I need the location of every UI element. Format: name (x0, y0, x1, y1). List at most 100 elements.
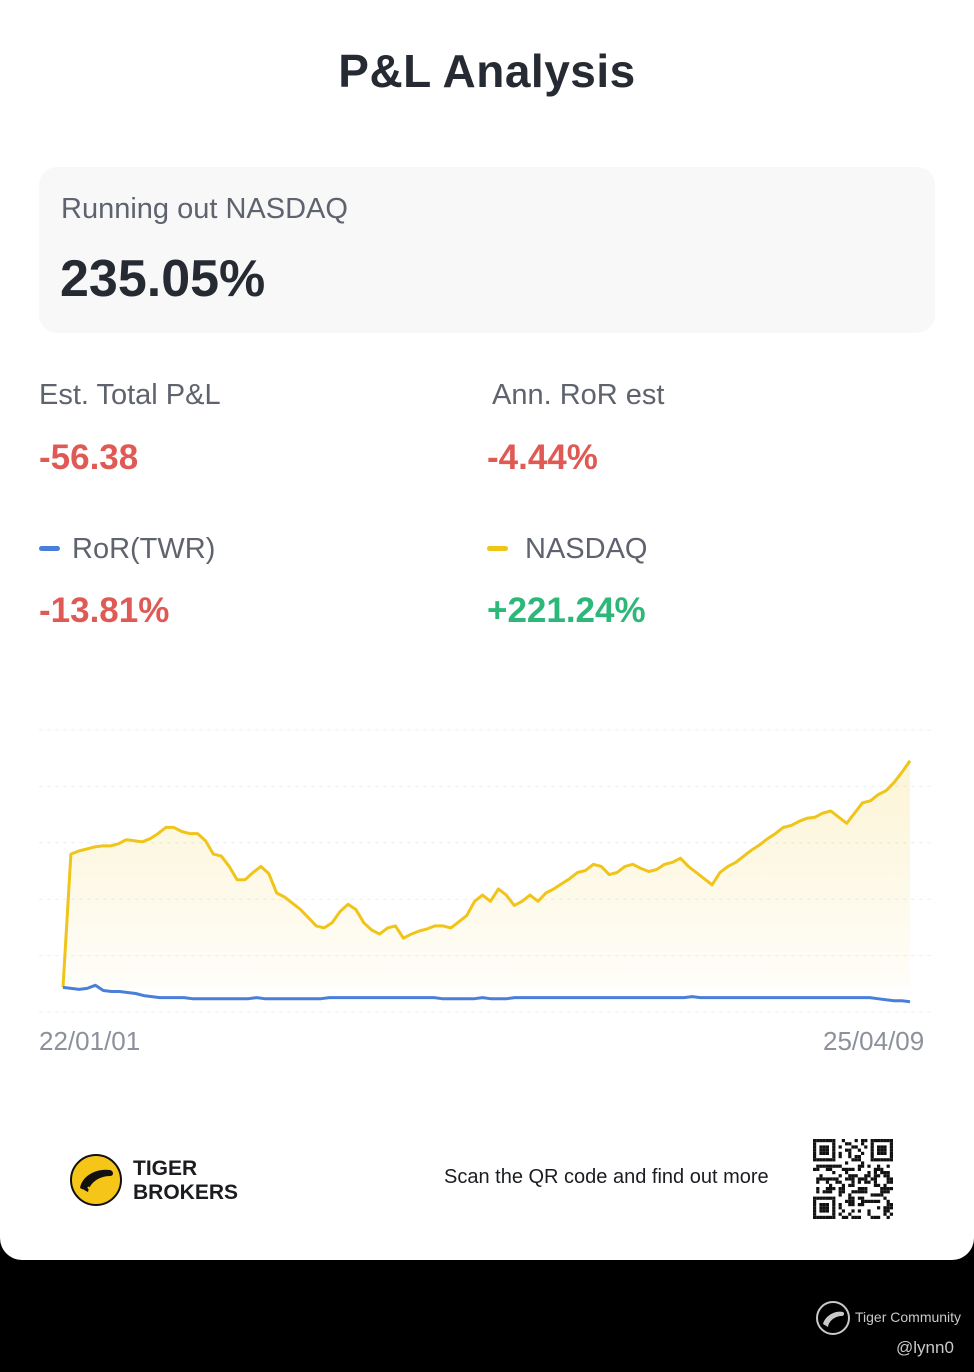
qr-module (857, 1187, 861, 1191)
qr-module (822, 1148, 826, 1152)
qr-module (861, 1196, 865, 1200)
qr-module (832, 1206, 836, 1210)
qr-module (825, 1209, 829, 1213)
qr-module (816, 1180, 820, 1184)
qr-module (877, 1174, 881, 1178)
qr-module (883, 1206, 887, 1210)
ann-ror-label: Ann. RoR est (492, 379, 665, 411)
pl-chart[interactable] (0, 700, 974, 1030)
qr-module (880, 1190, 884, 1194)
nasdaq-value: +221.24% (487, 591, 646, 630)
qr-module (870, 1215, 874, 1219)
qr-module (845, 1161, 849, 1165)
qr-module (864, 1139, 868, 1143)
qr-module (883, 1174, 887, 1178)
qr-module (877, 1145, 881, 1149)
qr-module (825, 1190, 829, 1194)
qr-module (832, 1196, 836, 1200)
qr-module (832, 1158, 836, 1162)
qr-module (845, 1148, 849, 1152)
qr-module (848, 1203, 852, 1207)
qr-module (886, 1177, 890, 1181)
qr-module (838, 1155, 842, 1159)
qr-code-icon[interactable] (813, 1139, 893, 1219)
qr-module (883, 1139, 887, 1143)
qr-module (825, 1148, 829, 1152)
qr-module (867, 1171, 871, 1175)
qr-module (873, 1177, 877, 1181)
qr-module (867, 1164, 871, 1168)
qr-module (877, 1148, 881, 1152)
qr-module (861, 1139, 865, 1143)
qr-module (816, 1158, 820, 1162)
qr-module (889, 1203, 893, 1207)
qr-module (832, 1148, 836, 1152)
qr-module (857, 1196, 861, 1200)
qr-module (832, 1142, 836, 1146)
qr-module (883, 1145, 887, 1149)
qr-module (838, 1164, 842, 1168)
qr-module (819, 1148, 823, 1152)
nasdaq-series-line (61, 759, 912, 988)
qr-module (873, 1180, 877, 1184)
qr-module (832, 1212, 836, 1216)
qr-module (880, 1148, 884, 1152)
qr-module (813, 1209, 817, 1213)
qr-module (870, 1193, 874, 1197)
qr-module (816, 1215, 820, 1219)
qr-module (883, 1183, 887, 1187)
qr-module (864, 1199, 868, 1203)
tiger-logo-icon (70, 1154, 122, 1206)
qr-module (841, 1215, 845, 1219)
qr-module (822, 1164, 826, 1168)
qr-module (813, 1196, 817, 1200)
qr-module (861, 1151, 865, 1155)
qr-module (845, 1167, 849, 1171)
qr-module (829, 1215, 833, 1219)
qr-module (825, 1151, 829, 1155)
qr-module (838, 1206, 842, 1210)
qr-module (813, 1199, 817, 1203)
qr-module (819, 1164, 823, 1168)
qr-module (829, 1177, 833, 1181)
qr-module (873, 1174, 877, 1178)
qr-module (883, 1148, 887, 1152)
qr-module (886, 1203, 890, 1207)
qr-module (854, 1174, 858, 1178)
qr-module (816, 1196, 820, 1200)
qr-module (848, 1151, 852, 1155)
qr-module (854, 1158, 858, 1162)
qr-module (825, 1167, 829, 1171)
qr-module (813, 1151, 817, 1155)
qr-module (822, 1206, 826, 1210)
qr-module (854, 1155, 858, 1159)
share-card: P&L Analysis Running out NASDAQ 235.05% … (0, 0, 974, 1260)
qr-module (813, 1206, 817, 1210)
qr-module (854, 1145, 858, 1149)
qr-module (851, 1209, 855, 1213)
qr-module (870, 1177, 874, 1181)
qr-module (819, 1158, 823, 1162)
qr-module (861, 1142, 865, 1146)
qr-module (848, 1196, 852, 1200)
qr-module (816, 1190, 820, 1194)
qr-module (819, 1151, 823, 1155)
qr-module (829, 1164, 833, 1168)
qr-module (864, 1174, 868, 1178)
qr-module (889, 1212, 893, 1216)
qr-module (848, 1155, 852, 1159)
qr-module (857, 1203, 861, 1207)
qr-module (880, 1187, 884, 1191)
qr-module (861, 1187, 865, 1191)
qr-module (870, 1155, 874, 1159)
qr-module (848, 1177, 852, 1181)
qr-module (861, 1164, 865, 1168)
qr-module (832, 1171, 836, 1175)
qr-module (829, 1167, 833, 1171)
qr-module (873, 1199, 877, 1203)
qr-module (832, 1209, 836, 1213)
nasdaq-area (63, 760, 910, 988)
qr-module (813, 1142, 817, 1146)
brand-name: TIGER BROKERS (133, 1157, 238, 1205)
card-top (0, 0, 974, 40)
